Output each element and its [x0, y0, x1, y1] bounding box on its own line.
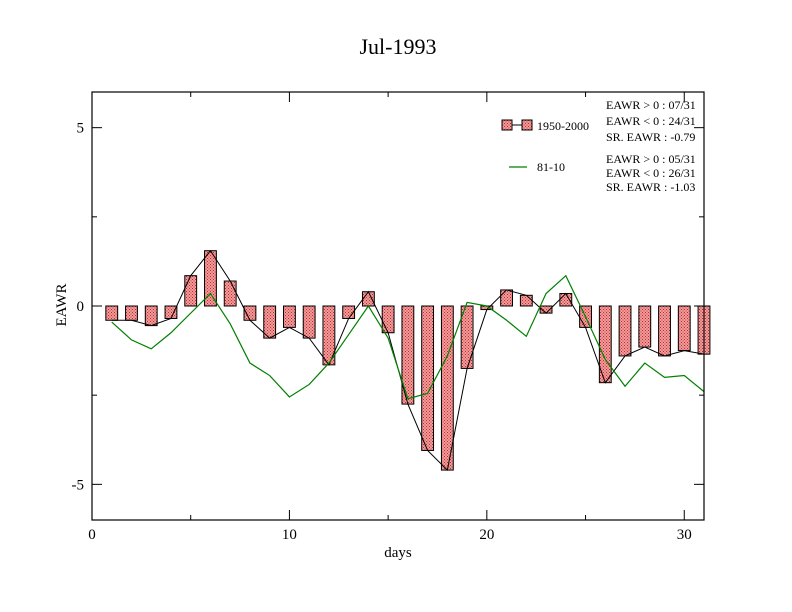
bar-1950-2000-day-10 — [282, 305, 296, 328]
series-line-81-10 — [111, 274, 705, 400]
plot-area: 0 10 20 30 5 0 -5 — [72, 91, 711, 543]
bar-1950-2000-day-14 — [361, 291, 375, 307]
stat-1950-2000-0: EAWR > 0 : 07/31 — [606, 98, 696, 112]
x-tick-label-0: 0 — [88, 527, 96, 543]
bar-1950-2000-day-18 — [440, 305, 454, 471]
bar-1950-2000-day-30 — [677, 305, 691, 352]
bar-1950-2000-day-9 — [263, 305, 277, 339]
bar-1950-2000-day-2 — [125, 305, 138, 321]
y-tick-label-5: 5 — [77, 121, 85, 137]
stat-1950-2000-2: SR. EAWR : -0.79 — [606, 130, 695, 144]
y-tick-label-0: 0 — [77, 299, 85, 315]
chart-title: Jul-1993 — [360, 34, 437, 59]
bar-1950-2000-day-1 — [105, 305, 119, 321]
x-tick-label-30: 30 — [677, 527, 692, 543]
bar-1950-2000-day-15 — [381, 305, 395, 334]
bar-1950-2000-day-4 — [164, 305, 178, 319]
stat-81-10-0: EAWR > 0 : 05/31 — [606, 152, 696, 166]
bar-1950-2000-day-17 — [421, 305, 435, 451]
bar-1950-2000-day-27 — [618, 305, 632, 357]
bar-1950-2000-day-21 — [500, 289, 514, 307]
stat-81-10-1: EAWR < 0 : 26/31 — [606, 166, 696, 180]
bar-1950-2000-day-7 — [223, 280, 237, 307]
bar-1950-2000-day-29 — [658, 305, 671, 357]
bar-1950-2000-day-3 — [144, 305, 158, 327]
bar-1950-2000-day-11 — [302, 305, 316, 339]
legend-label-1950-2000: 1950-2000 — [537, 119, 589, 133]
x-tick-label-20: 20 — [479, 527, 494, 543]
x-tick-label-10: 10 — [282, 527, 297, 543]
legend-label-81-10: 81-10 — [537, 160, 565, 174]
y-tick-label--5: -5 — [72, 477, 85, 493]
legend-swatch-1950-2000-a — [501, 119, 513, 131]
bar-1950-2000-day-28 — [638, 305, 652, 348]
bar-1950-2000-day-22 — [519, 294, 533, 307]
series-line-1950-2000 — [111, 249, 705, 472]
x-axis-label: days — [384, 545, 412, 561]
bar-1950-2000-day-5 — [184, 275, 198, 307]
legend: 1950-2000 81-10 EAWR > 0 : 07/31 EAWR < 0 :… — [501, 98, 696, 194]
stat-81-10-2: SR. EAWR : -1.03 — [606, 180, 695, 194]
y-axis-label: EAWR — [54, 284, 70, 327]
legend-swatch-1950-2000-b — [521, 119, 533, 131]
stat-1950-2000-1: EAWR < 0 : 24/31 — [606, 114, 696, 128]
